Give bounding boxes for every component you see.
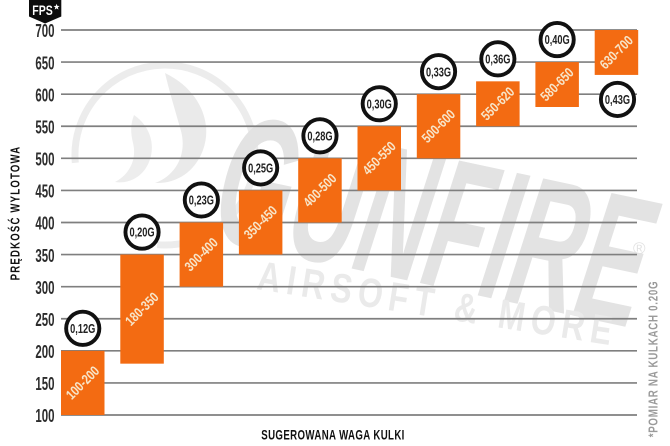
svg-text:0,23G: 0,23G <box>189 194 214 208</box>
svg-text:200: 200 <box>35 342 54 362</box>
svg-text:0,30G: 0,30G <box>367 98 392 112</box>
svg-text:250: 250 <box>35 310 54 330</box>
svg-text:700: 700 <box>35 22 54 42</box>
svg-text:350: 350 <box>35 246 54 266</box>
svg-text:0,36G: 0,36G <box>485 53 510 67</box>
svg-text:500: 500 <box>35 150 54 170</box>
svg-text:300: 300 <box>35 278 54 298</box>
svg-text:0,40G: 0,40G <box>545 34 570 48</box>
svg-text:600: 600 <box>35 86 54 106</box>
svg-text:100: 100 <box>35 407 54 427</box>
svg-text:0,20G: 0,20G <box>129 226 154 240</box>
svg-text:0,28G: 0,28G <box>307 130 332 144</box>
svg-text:0,43G: 0,43G <box>605 94 630 108</box>
svg-text:®: ® <box>633 239 646 258</box>
svg-text:FPS: FPS <box>32 3 52 19</box>
svg-text:0,25G: 0,25G <box>248 162 273 176</box>
svg-text:650: 650 <box>35 54 54 74</box>
svg-text:0,33G: 0,33G <box>426 66 451 80</box>
svg-text:550: 550 <box>35 118 54 138</box>
svg-text:450: 450 <box>35 182 54 202</box>
svg-text:*POMIAR NA KULKACH 0.20G: *POMIAR NA KULKACH 0.20G <box>647 281 661 438</box>
svg-text:0,12G: 0,12G <box>70 323 95 337</box>
svg-text:150: 150 <box>35 375 54 395</box>
svg-text:PRĘDKOŚĆ WYLOTOWA: PRĘDKOŚĆ WYLOTOWA <box>8 146 23 281</box>
svg-text:400: 400 <box>35 214 54 234</box>
svg-text:SUGEROWANA WAGA KULKI: SUGEROWANA WAGA KULKI <box>261 427 404 443</box>
